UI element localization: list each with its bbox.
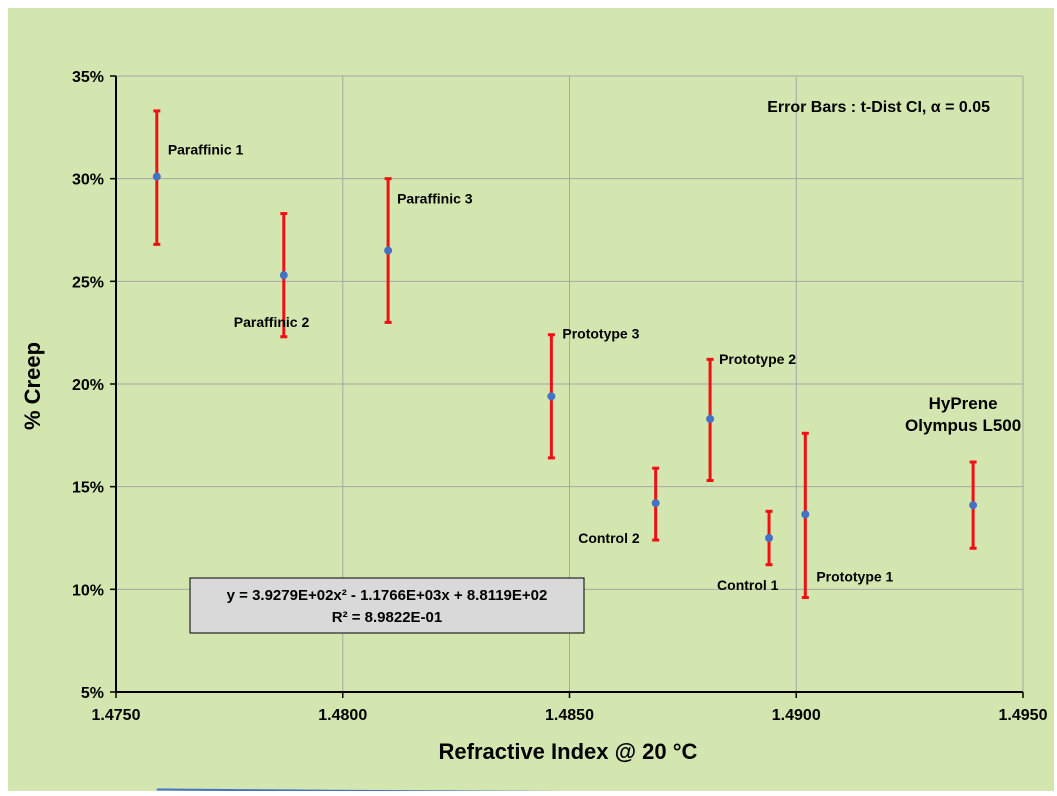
r-squared-text: R² = 8.9822E-01: [332, 609, 443, 626]
x-tick-label: 1.4900: [772, 707, 821, 724]
data-point: [801, 510, 810, 519]
point-label-line: Olympus L500: [905, 416, 1021, 435]
y-tick-label: 20%: [72, 377, 104, 394]
data-point: [765, 534, 774, 542]
point-label: Paraffinic 2: [234, 314, 310, 330]
x-tick-label: 1.4950: [999, 707, 1048, 724]
point-label: Prototype 1: [816, 568, 893, 584]
y-tick-label: 30%: [72, 172, 104, 189]
equation-box: y = 3.9279E+02x² - 1.1766E+03x + 8.8119E…: [189, 577, 585, 634]
creep-chart: 5% 10% 15% 20% 25% 30% 35% 1.4750 1.4800 1.4850 1.…: [20, 69, 1048, 795]
y-tick-label: 25%: [72, 274, 104, 291]
point-label: Control 1: [717, 577, 779, 593]
y-tick-label: 15%: [72, 480, 104, 497]
tick-labels: 5% 10% 15% 20% 25% 30% 35% 1.4750 1.4800 1.4850 1.…: [72, 69, 1048, 724]
y-axis-title: % Creep: [20, 342, 45, 430]
x-tick-label: 1.4750: [92, 707, 141, 724]
point-label: Control 2: [578, 530, 640, 546]
point-label: HyPrene Olympus L500: [905, 394, 1021, 435]
equation-text: y = 3.9279E+02x² - 1.1766E+03x + 8.8119E…: [227, 587, 548, 604]
x-axis-title: Refractive Index @ 20 °C: [439, 739, 698, 764]
annotation-error-bars: Error Bars : t-Dist CI, α = 0.05: [767, 99, 990, 116]
y-tick-label: 10%: [72, 582, 104, 599]
point-labels: Paraffinic 1 Paraffinic 2 Paraffinic 3 Prot…: [168, 142, 1021, 593]
trendline: [156, 788, 974, 795]
data-point: [152, 172, 161, 181]
x-tick-label: 1.4800: [318, 707, 367, 724]
chart-frame: 5% 10% 15% 20% 25% 30% 35% 1.4750 1.4800 1.4850 1.…: [8, 8, 1054, 795]
data-point: [706, 414, 715, 423]
point-label: Paraffinic 3: [397, 191, 473, 207]
point-label-line: HyPrene: [929, 394, 998, 413]
data-point: [651, 499, 660, 508]
point-label: Prototype 3: [562, 325, 639, 341]
trendline-group: [156, 788, 974, 795]
data-point: [384, 246, 393, 255]
y-tick-label: 5%: [81, 685, 104, 702]
data-point: [969, 501, 978, 510]
data-point: [547, 392, 556, 401]
data-points: [152, 172, 978, 542]
x-tick-label: 1.4850: [545, 707, 594, 724]
point-label: Paraffinic 1: [168, 142, 244, 158]
point-label: Prototype 2: [719, 351, 796, 367]
axes: [110, 75, 1024, 698]
grid: [116, 75, 1024, 692]
error-bars: [153, 109, 977, 600]
y-tick-label: 35%: [72, 69, 104, 86]
data-point: [279, 271, 288, 280]
